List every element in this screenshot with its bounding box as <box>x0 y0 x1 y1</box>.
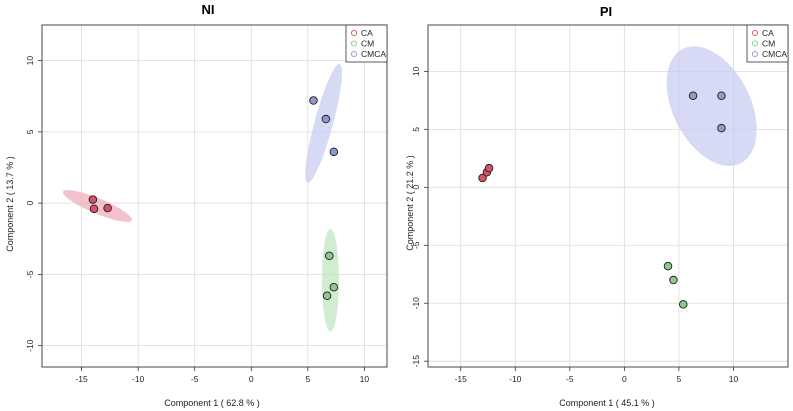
y-tick-label: 10 <box>411 66 421 76</box>
panel-ni: NI Component 1 ( 62.8 % ) Component 2 ( … <box>5 2 388 408</box>
data-point-ca <box>88 195 98 204</box>
data-point-cm <box>325 251 334 261</box>
data-point-cmca <box>329 147 339 157</box>
x-tick-label: 0 <box>249 374 254 384</box>
x-tick-label: 0 <box>622 374 627 384</box>
legend-marker-ca <box>751 29 759 37</box>
x-tick-label: 10 <box>360 374 370 384</box>
x-tick-label: 5 <box>677 374 682 384</box>
legend-label-cm: CM <box>762 39 775 49</box>
x-axis-label: Component 1 ( 62.8 % ) <box>164 398 260 408</box>
chart-title: PI <box>600 4 612 19</box>
legend-label-cmca: CMCA <box>762 49 787 59</box>
confidence-ellipse-cm <box>322 228 339 332</box>
legend-marker-cmca <box>751 50 759 58</box>
confidence-ellipse-ca <box>63 190 132 222</box>
legend-label-ca: CA <box>361 28 373 38</box>
x-tick-label: -10 <box>509 374 522 384</box>
x-tick-label: 5 <box>305 374 310 384</box>
legend-label-ca: CA <box>762 28 774 38</box>
x-tick-label: -15 <box>75 374 88 384</box>
legend-box <box>746 24 789 63</box>
x-tick-label: 10 <box>729 374 739 384</box>
legend-marker-cm <box>751 40 759 47</box>
confidence-ellipse-cmca <box>666 46 757 166</box>
plot-frame <box>427 24 789 368</box>
y-tick-label: -10 <box>25 339 35 352</box>
confidence-ellipse-cmca <box>305 63 342 183</box>
x-tick-label: -5 <box>191 374 199 384</box>
data-point-cm <box>322 291 332 301</box>
data-point-cm <box>669 275 678 285</box>
legend-label-cmca: CMCA <box>361 49 386 59</box>
data-point-ca <box>478 173 487 183</box>
y-tick-label: 10 <box>25 56 35 66</box>
y-tick-label: 0 <box>25 200 35 205</box>
data-point-cmca <box>321 114 331 124</box>
y-tick-label: -5 <box>25 270 35 278</box>
chart-title: NI <box>202 2 215 17</box>
y-tick-label: -5 <box>411 241 421 249</box>
legend-box <box>345 24 388 63</box>
y-tick-label: -10 <box>411 297 421 310</box>
legend-marker-cm <box>350 40 358 47</box>
y-tick-label: -15 <box>411 355 421 368</box>
data-point-cmca <box>717 91 726 100</box>
data-point-cm <box>329 282 339 292</box>
panel-pi: PI Component 1 ( 45.1 % ) Component 2 ( … <box>405 4 789 408</box>
data-point-ca <box>103 203 112 213</box>
legend-marker-ca <box>350 29 358 37</box>
data-point-ca <box>89 204 99 214</box>
legend-marker-cmca <box>350 50 358 58</box>
y-axis-label: Component 2 ( 21.2 % ) <box>405 155 415 251</box>
plot-frame <box>41 24 388 368</box>
x-tick-label: -15 <box>455 374 468 384</box>
data-point-cm <box>663 261 673 271</box>
y-tick-label: 0 <box>411 185 421 190</box>
x-axis-label: Component 1 ( 45.1 % ) <box>559 398 655 408</box>
data-point-cmca <box>309 96 318 105</box>
x-tick-label: -5 <box>566 374 574 384</box>
data-point-cm <box>679 300 688 309</box>
y-tick-label: 5 <box>25 129 35 134</box>
legend-label-cm: CM <box>361 39 374 49</box>
x-tick-label: -10 <box>132 374 145 384</box>
data-point-cmca <box>688 91 698 100</box>
y-axis-label: Component 2 ( 13.7 % ) <box>5 156 15 252</box>
data-point-ca <box>484 163 494 173</box>
y-tick-label: 5 <box>411 127 421 132</box>
data-point-cmca <box>717 123 726 133</box>
grid <box>428 25 788 367</box>
